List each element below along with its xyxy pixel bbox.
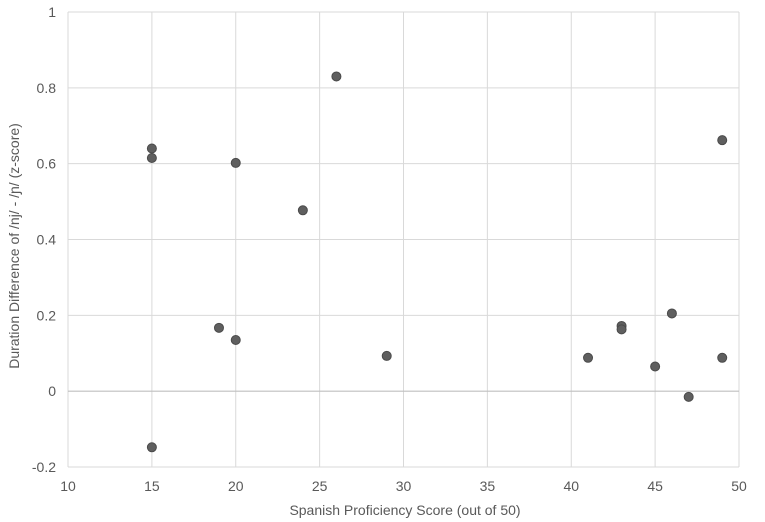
data-point [683,391,694,402]
data-point [297,205,308,216]
y-tick-label: 0.8 [37,80,57,96]
data-points [146,71,728,453]
y-tick-label: 0 [48,383,56,399]
x-tick-label: 45 [647,478,663,494]
data-point [146,442,157,453]
y-tick-label: 0.2 [37,307,57,323]
x-axis-ticks: 10 15 20 25 30 35 40 45 50 [60,478,747,494]
y-axis-title: Duration Difference of /nj/ - /ɲ/ (z-sco… [6,123,22,369]
data-point [666,308,677,319]
data-point [381,350,392,361]
data-point [146,143,157,154]
y-tick-label: 0.4 [37,232,57,248]
x-tick-label: 10 [60,478,76,494]
x-tick-label: 25 [312,478,328,494]
x-tick-label: 50 [731,478,747,494]
data-point [583,352,594,363]
data-point [616,324,627,335]
y-tick-label: 0.6 [37,156,57,172]
data-point [230,334,241,345]
x-tick-label: 35 [480,478,496,494]
data-point [331,71,342,82]
data-point [146,152,157,163]
x-axis-title: Spanish Proficiency Score (out of 50) [289,502,520,518]
data-point [717,135,728,146]
gridlines [67,11,740,468]
x-tick-label: 20 [228,478,244,494]
data-point [650,361,661,372]
y-tick-label: 1 [48,4,56,20]
x-tick-label: 15 [144,478,160,494]
x-tick-label: 30 [396,478,412,494]
data-point [213,322,224,333]
y-tick-label: -0.2 [32,459,56,475]
data-point [230,157,241,168]
y-axis-ticks: -0.2 0 0.2 0.4 0.6 0.8 1 [32,4,56,475]
x-tick-label: 40 [563,478,579,494]
data-point [717,352,728,363]
